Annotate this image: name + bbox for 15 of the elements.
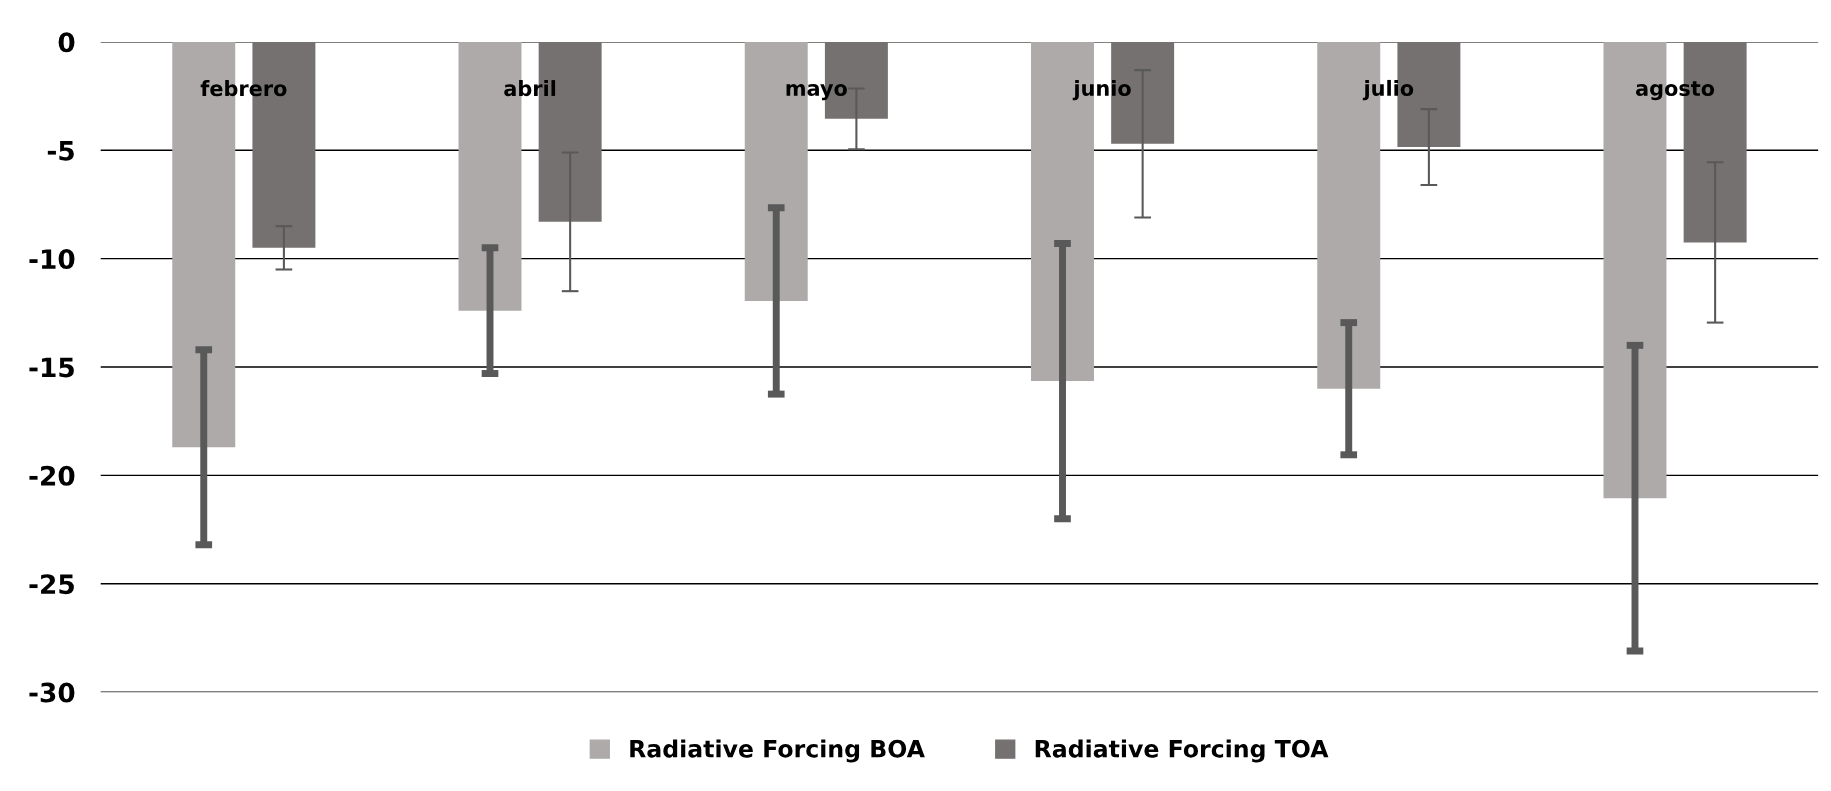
legend-label: Radiative Forcing TOA [1035,739,1329,763]
x-tick-label: mayo [786,84,847,101]
x-tick-label: abril [504,80,556,97]
y-tick-label: -25 [29,574,74,595]
x-tick-label: febrero [200,80,287,97]
y-tick-label: -30 [29,682,75,703]
y-tick-label: -20 [29,465,75,486]
y-tick-label: 0 [58,32,75,53]
x-tick-label: julio [1362,79,1414,101]
y-tick-label: -15 [29,357,74,378]
y-tick-label: -10 [29,249,75,270]
x-tick-label: junio [1072,79,1131,101]
x-tick-label: agosto [1635,81,1715,101]
legend-label: Radiative Forcing BOA [630,739,925,763]
y-tick-label: -5 [47,141,74,161]
